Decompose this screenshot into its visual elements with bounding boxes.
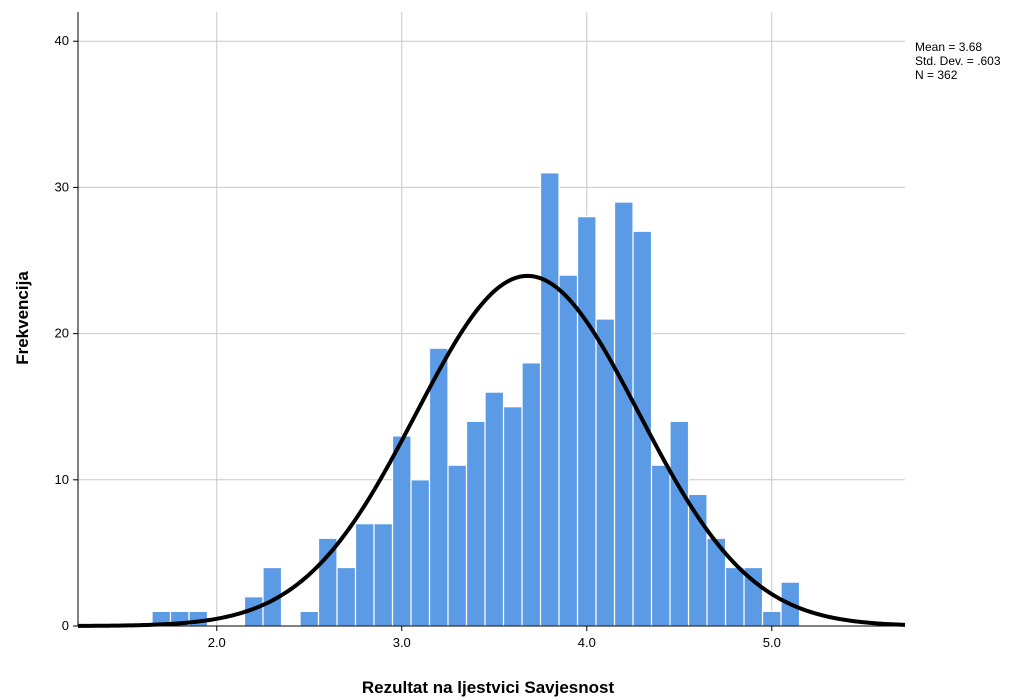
y-tick-label: 0 (62, 618, 69, 633)
histogram-bar (428, 347, 449, 627)
histogram-bar (539, 172, 560, 627)
histogram-bar (373, 523, 394, 627)
histogram-bar (336, 566, 357, 627)
stats-box: Mean = 3.68 Std. Dev. = .603 N = 362 (915, 40, 1001, 82)
histogram-bar (299, 610, 320, 627)
y-tick-labels: 0 10 20 30 40 (55, 33, 69, 633)
x-tick-labels: 2.0 3.0 4.0 5.0 (208, 635, 781, 650)
histogram-bar (465, 420, 486, 627)
histogram-bar (521, 362, 542, 627)
histogram-bar (576, 216, 597, 627)
histogram-bar (354, 523, 375, 627)
histogram-bar (317, 537, 338, 627)
histogram-bar (724, 566, 745, 627)
histogram-bar (669, 420, 690, 627)
normal-curve (77, 273, 906, 628)
x-tick-label: 4.0 (578, 635, 596, 650)
histogram-bar (484, 391, 505, 627)
x-axis-title: Rezultat na ljestvici Savjesnost (362, 678, 615, 697)
histogram-bar (410, 479, 431, 627)
stats-std-dev: Std. Dev. = .603 (915, 54, 1001, 68)
stats-n: N = 362 (915, 68, 958, 82)
y-tick-label: 40 (55, 33, 69, 48)
y-axis-title: Frekvencija (13, 271, 32, 365)
y-tick-label: 10 (55, 472, 69, 487)
x-tick-label: 5.0 (763, 635, 781, 650)
axes (73, 12, 905, 631)
x-tick-label: 2.0 (208, 635, 226, 650)
grid-lines (78, 12, 905, 627)
histogram-bars (151, 172, 801, 627)
x-tick-label: 3.0 (393, 635, 411, 650)
histogram-bar (391, 435, 412, 627)
histogram-bar (447, 464, 468, 627)
histogram-bar (650, 464, 671, 627)
y-tick-label: 30 (55, 179, 69, 194)
histogram-bar (502, 406, 523, 627)
y-tick-label: 20 (55, 326, 69, 341)
histogram-bar (558, 274, 579, 627)
histogram-bar (613, 201, 634, 627)
stats-mean: Mean = 3.68 (915, 40, 982, 54)
histogram-bar (761, 610, 782, 627)
